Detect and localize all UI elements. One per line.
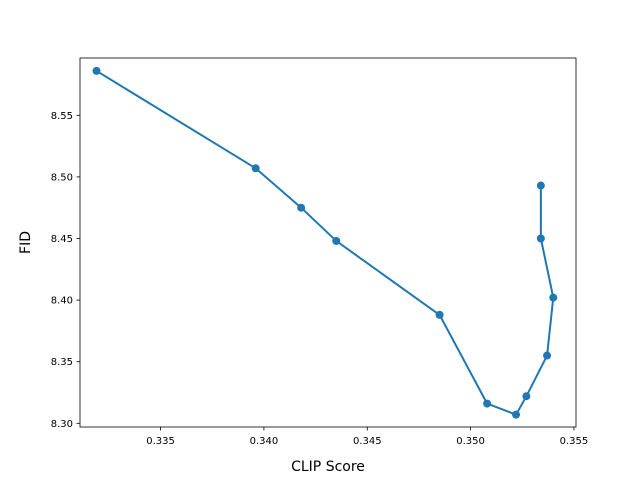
data-point xyxy=(512,410,521,419)
x-tick-label: 0.350 xyxy=(456,436,485,447)
data-point xyxy=(549,293,558,302)
data-point xyxy=(536,181,545,190)
y-tick-label: 8.50 xyxy=(51,172,73,183)
y-tick-label: 8.35 xyxy=(51,357,73,368)
y-axis-label: FID xyxy=(18,231,34,254)
x-axis-label: CLIP Score xyxy=(291,459,365,475)
y-tick-label: 8.45 xyxy=(51,234,73,245)
data-point xyxy=(251,164,260,173)
x-tick-label: 0.340 xyxy=(250,436,279,447)
data-point xyxy=(297,203,306,212)
plot-frame xyxy=(79,57,577,428)
series-markers xyxy=(92,66,558,419)
series-line xyxy=(95,69,555,416)
y-tick-label: 8.55 xyxy=(51,111,73,122)
x-tick-label: 0.335 xyxy=(146,436,175,447)
data-point xyxy=(536,234,545,243)
data-point xyxy=(543,351,552,360)
data-point xyxy=(483,399,492,408)
data-point xyxy=(92,66,101,75)
data-point xyxy=(435,310,444,319)
x-axis-ticks: 0.335 0.340 0.345 0.350 0.355 xyxy=(146,427,588,447)
y-tick-label: 8.30 xyxy=(51,419,73,430)
y-axis-ticks: 8.30 8.35 8.40 8.45 8.50 8.55 xyxy=(51,111,80,430)
y-tick-label: 8.40 xyxy=(51,296,73,307)
data-point xyxy=(332,236,341,245)
data-point xyxy=(522,392,531,401)
x-tick-label: 0.345 xyxy=(353,436,382,447)
x-tick-label: 0.355 xyxy=(560,436,589,447)
